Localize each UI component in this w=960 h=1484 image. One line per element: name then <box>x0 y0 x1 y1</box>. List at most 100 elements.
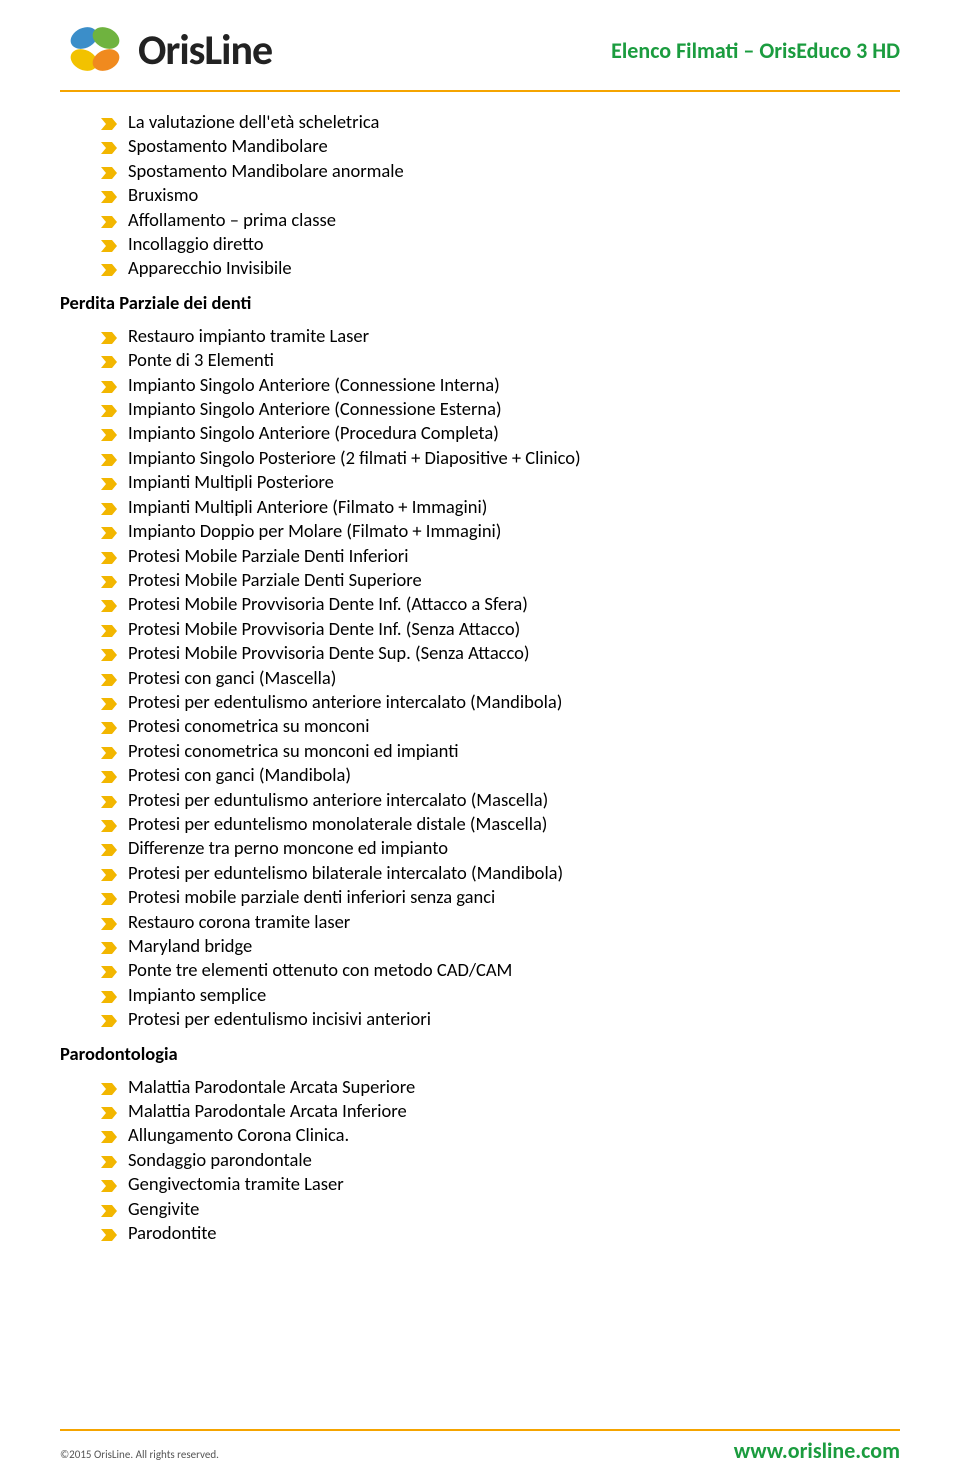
arrow-bullet-icon <box>100 938 118 954</box>
arrow-bullet-icon <box>100 163 118 179</box>
content-area: La valutazione dell'età scheletricaSpost… <box>0 110 960 1245</box>
arrow-bullet-icon <box>100 401 118 417</box>
list-item-label: Protesi Mobile Parziale Denti Superiore <box>128 568 422 592</box>
arrow-bullet-icon <box>100 865 118 881</box>
list-item-label: Ponte tre elementi ottenuto con metodo C… <box>128 958 512 982</box>
list-item-label: Impianto Singolo Anteriore (Connessione … <box>128 373 500 397</box>
arrow-bullet-icon <box>100 523 118 539</box>
list-item: Spostamento Mandibolare <box>100 134 900 158</box>
list-item-label: Incollaggio diretto <box>128 232 264 256</box>
list-item-label: Impianto Doppio per Molare (Filmato + Im… <box>128 519 501 543</box>
list-item: Malattia Parodontale Arcata Inferiore <box>100 1099 900 1123</box>
list-item: Sondaggio parondontale <box>100 1148 900 1172</box>
arrow-bullet-icon <box>100 914 118 930</box>
list-item: Impianti Multipli Posteriore <box>100 470 900 494</box>
arrow-bullet-icon <box>100 1152 118 1168</box>
list-item: Impianto Singolo Anteriore (Procedura Co… <box>100 421 900 445</box>
list-item-label: Impianti Multipli Anteriore (Filmato + I… <box>128 495 487 519</box>
arrow-bullet-icon <box>100 694 118 710</box>
list-item: Maryland bridge <box>100 934 900 958</box>
list-item: Impianto Doppio per Molare (Filmato + Im… <box>100 519 900 543</box>
list-item-label: Maryland bridge <box>128 934 252 958</box>
list-item-label: Restauro impianto tramite Laser <box>128 324 369 348</box>
list-item: Protesi conometrica su monconi ed impian… <box>100 739 900 763</box>
arrow-bullet-icon <box>100 1103 118 1119</box>
arrow-bullet-icon <box>100 236 118 252</box>
list-item-label: Impianto Singolo Posteriore (2 filmati +… <box>128 446 581 470</box>
list-item-label: Protesi mobile parziale denti inferiori … <box>128 885 495 909</box>
list-item: Protesi con ganci (Mascella) <box>100 666 900 690</box>
arrow-bullet-icon <box>100 138 118 154</box>
list-item: Protesi Mobile Provvisoria Dente Inf. (A… <box>100 592 900 616</box>
logo-icon <box>60 20 130 80</box>
arrow-bullet-icon <box>100 474 118 490</box>
arrow-bullet-icon <box>100 1011 118 1027</box>
list-item-label: Protesi per edentulismo incisivi anterio… <box>128 1007 431 1031</box>
list-item-label: Restauro corona tramite laser <box>128 910 350 934</box>
arrow-bullet-icon <box>100 792 118 808</box>
list-item-label: Protesi con ganci (Mascella) <box>128 666 336 690</box>
list-item-label: Impianto Singolo Anteriore (Connessione … <box>128 397 502 421</box>
footer-url: www.orisline.com <box>734 1437 900 1464</box>
list-item: Impianto Singolo Anteriore (Connessione … <box>100 397 900 421</box>
list-item-label: Protesi per eduntelismo monolaterale dis… <box>128 812 547 836</box>
list-item-label: Malattia Parodontale Arcata Inferiore <box>128 1099 407 1123</box>
section-title: Parodontologia <box>60 1042 900 1065</box>
arrow-bullet-icon <box>100 328 118 344</box>
list-item-label: Protesi Mobile Provvisoria Dente Inf. (A… <box>128 592 528 616</box>
arrow-bullet-icon <box>100 1201 118 1217</box>
section-title: Perdita Parziale dei denti <box>60 291 900 314</box>
header-divider <box>60 90 900 92</box>
list-item-label: Spostamento Mandibolare <box>128 134 328 158</box>
list-item: Affollamento – prima classe <box>100 208 900 232</box>
list-item: Impianto Singolo Posteriore (2 filmati +… <box>100 446 900 470</box>
logo-text: OrisLine <box>138 25 272 76</box>
arrow-bullet-icon <box>100 743 118 759</box>
arrow-bullet-icon <box>100 670 118 686</box>
arrow-bullet-icon <box>100 377 118 393</box>
list-item-label: Gengivite <box>128 1197 199 1221</box>
arrow-bullet-icon <box>100 1079 118 1095</box>
list-item-label: Protesi con ganci (Mandibola) <box>128 763 351 787</box>
list-item: Ponte di 3 Elementi <box>100 348 900 372</box>
arrow-bullet-icon <box>100 962 118 978</box>
item-list: La valutazione dell'età scheletricaSpost… <box>100 110 900 281</box>
list-item: Differenze tra perno moncone ed impianto <box>100 836 900 860</box>
arrow-bullet-icon <box>100 987 118 1003</box>
arrow-bullet-icon <box>100 425 118 441</box>
arrow-bullet-icon <box>100 572 118 588</box>
list-item: Allungamento Corona Clinica. <box>100 1123 900 1147</box>
list-item: Gengivite <box>100 1197 900 1221</box>
arrow-bullet-icon <box>100 889 118 905</box>
list-item-label: Apparecchio Invisibile <box>128 256 292 280</box>
list-item: Bruxismo <box>100 183 900 207</box>
list-item: Protesi Mobile Provvisoria Dente Sup. (S… <box>100 641 900 665</box>
arrow-bullet-icon <box>100 450 118 466</box>
list-item: Protesi per edentulismo incisivi anterio… <box>100 1007 900 1031</box>
list-item: Protesi conometrica su monconi <box>100 714 900 738</box>
arrow-bullet-icon <box>100 840 118 856</box>
list-item: Ponte tre elementi ottenuto con metodo C… <box>100 958 900 982</box>
footer-divider <box>60 1429 900 1431</box>
arrow-bullet-icon <box>100 1225 118 1241</box>
arrow-bullet-icon <box>100 1176 118 1192</box>
list-item: Protesi Mobile Provvisoria Dente Inf. (S… <box>100 617 900 641</box>
copyright-text: ©2015 OrisLine. All rights reserved. <box>60 1448 219 1461</box>
list-item-label: Sondaggio parondontale <box>128 1148 312 1172</box>
header-title: Elenco Filmati – OrisEduco 3 HD <box>611 37 900 64</box>
list-item-label: Protesi conometrica su monconi <box>128 714 370 738</box>
arrow-bullet-icon <box>100 1127 118 1143</box>
list-item: Protesi per eduntelismo monolaterale dis… <box>100 812 900 836</box>
list-item-label: Protesi Mobile Parziale Denti Inferiori <box>128 544 408 568</box>
list-item-label: Affollamento – prima classe <box>128 208 336 232</box>
list-item-label: Impianto semplice <box>128 983 266 1007</box>
list-item: Protesi mobile parziale denti inferiori … <box>100 885 900 909</box>
list-item-label: Protesi Mobile Provvisoria Dente Sup. (S… <box>128 641 530 665</box>
page-footer: ©2015 OrisLine. All rights reserved. www… <box>60 1429 900 1464</box>
logo: OrisLine <box>60 20 272 80</box>
arrow-bullet-icon <box>100 645 118 661</box>
list-item: Apparecchio Invisibile <box>100 256 900 280</box>
list-item-label: Protesi per eduntulismo anteriore interc… <box>128 788 548 812</box>
arrow-bullet-icon <box>100 499 118 515</box>
list-item-label: Ponte di 3 Elementi <box>128 348 274 372</box>
